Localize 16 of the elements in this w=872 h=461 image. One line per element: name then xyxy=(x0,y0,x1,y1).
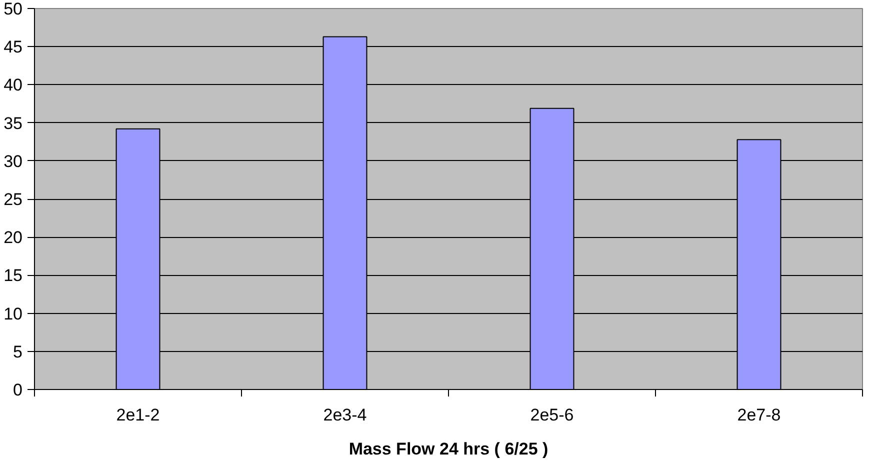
y-tick-label: 10 xyxy=(4,304,23,324)
x-tick-label: 2e7-8 xyxy=(737,406,781,424)
y-tick-label: 30 xyxy=(4,152,23,171)
y-tick-label: 40 xyxy=(4,76,23,95)
x-tick-label: 2e5-6 xyxy=(530,406,574,424)
y-tick-label: 25 xyxy=(4,190,23,209)
x-tick-label: 2e1-2 xyxy=(116,406,160,424)
y-tick-label: 15 xyxy=(4,266,23,286)
y-tick-label: 5 xyxy=(13,342,23,362)
x-tick-label: 2e3-4 xyxy=(323,406,367,424)
y-tick-label: 50 xyxy=(4,0,23,18)
y-tick-label: 0 xyxy=(13,380,23,400)
y-tick-label: 35 xyxy=(4,114,23,133)
y-tick-label: 45 xyxy=(4,38,23,57)
y-tick-label: 20 xyxy=(4,228,23,248)
x-axis-title: Mass Flow 24 hrs ( 6/25 ) xyxy=(348,440,548,458)
